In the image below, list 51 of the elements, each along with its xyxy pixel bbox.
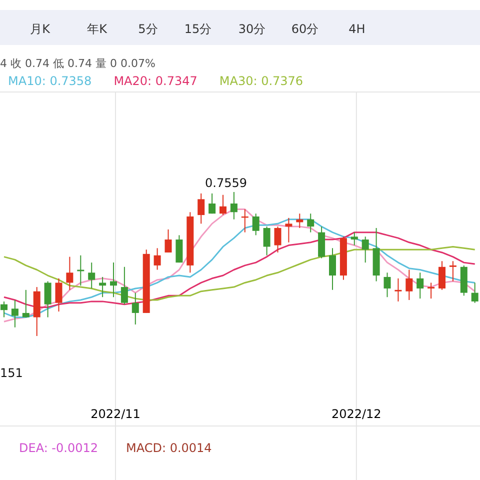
text: 30分 xyxy=(238,22,266,36)
text: 4 收 0.74 低 0.74 量 0 0.07% xyxy=(0,57,156,70)
candlestick xyxy=(471,282,478,304)
candlestick xyxy=(230,192,238,220)
candlestick xyxy=(110,262,117,298)
candlestick xyxy=(252,213,260,236)
candlestick xyxy=(88,262,96,289)
candlestick xyxy=(120,266,128,305)
candlestick xyxy=(176,234,183,264)
candlestick xyxy=(44,280,52,318)
candlestick xyxy=(406,269,413,300)
candlestick xyxy=(285,217,292,243)
candlestick xyxy=(99,276,106,298)
text: 年K xyxy=(87,22,108,36)
text: 15分 xyxy=(184,22,212,36)
text: 4H xyxy=(348,22,366,36)
x-tick-label: 2022/11 xyxy=(90,407,140,421)
text: 月K xyxy=(30,22,52,36)
candlestick xyxy=(154,248,161,270)
candlestick xyxy=(384,272,391,298)
candlestick xyxy=(350,232,358,246)
candlestick xyxy=(164,228,172,253)
candlestick xyxy=(208,192,216,214)
text: MA10: 0.7358 xyxy=(8,74,92,88)
candlestick xyxy=(362,236,369,264)
candlestick xyxy=(428,282,435,300)
text: MA20: 0.7347 xyxy=(114,74,198,88)
candlestick xyxy=(274,226,282,253)
text: 60分 xyxy=(291,22,319,36)
candlestick xyxy=(66,256,74,290)
candlestick xyxy=(132,292,139,325)
x-tick-label: 2022/12 xyxy=(331,407,382,421)
candlestick xyxy=(438,260,446,290)
candlestick xyxy=(307,213,314,233)
candlestick xyxy=(416,272,424,300)
text: 5分 xyxy=(138,22,158,36)
text: MACD: 0.0014 xyxy=(126,441,212,455)
text: 151 xyxy=(0,366,23,380)
candlestick xyxy=(0,300,8,318)
candlestick xyxy=(11,300,18,328)
candlestick xyxy=(55,278,62,312)
text: MA30: 0.7376 xyxy=(219,74,304,88)
candlestick xyxy=(220,194,226,216)
candlestick xyxy=(449,260,456,282)
candlestick xyxy=(394,278,402,302)
text: 0.7559 xyxy=(205,176,247,190)
candlestick xyxy=(329,248,336,290)
text: DEA: -0.0012 xyxy=(19,441,98,455)
candlestick xyxy=(22,289,30,318)
candlestick xyxy=(263,226,270,256)
candlestick xyxy=(198,192,205,224)
